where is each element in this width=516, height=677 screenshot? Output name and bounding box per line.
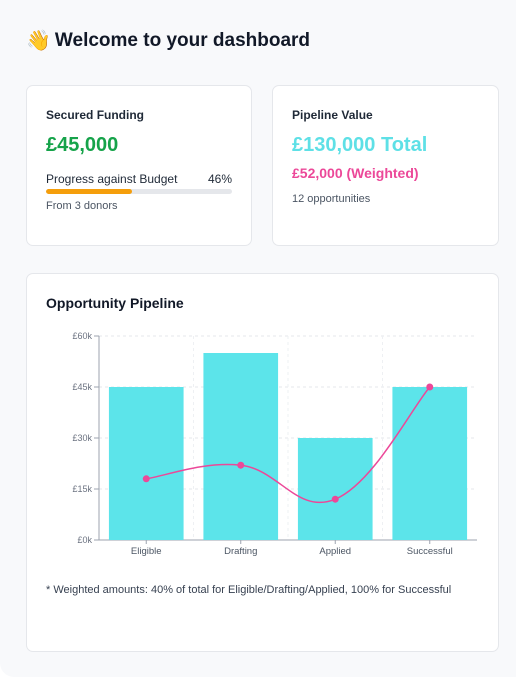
y-tick-label: £60k xyxy=(72,331,92,341)
secured-funding-label: Secured Funding xyxy=(46,108,145,122)
budget-progress-percent: 46% xyxy=(207,172,232,186)
bar-eligible xyxy=(108,387,184,540)
pipeline-value-card: Pipeline Value £130,000 Total £52,000 (W… xyxy=(272,85,499,246)
budget-progress-row: Progress against Budget 46% xyxy=(46,172,232,186)
x-tick-label: Eligible xyxy=(131,546,162,557)
budget-progress-fill xyxy=(46,189,132,194)
bar-successful xyxy=(392,387,468,540)
secured-funding-card: Secured Funding £45,000 Progress against… xyxy=(26,85,252,246)
chart-title: Opportunity Pipeline xyxy=(46,295,184,311)
waving-hand-icon: 👋 xyxy=(26,30,51,52)
page-title-text: Welcome to your dashboard xyxy=(54,30,311,51)
weighted-point-applied xyxy=(331,495,339,503)
bar-applied xyxy=(297,438,373,540)
pipeline-weighted-amount: £52,000 (Weighted) xyxy=(292,165,419,181)
y-tick-label: £0k xyxy=(77,535,92,545)
pipeline-total-amount: £130,000 Total xyxy=(292,134,428,156)
weighted-line xyxy=(146,386,431,504)
secured-funding-amount: £45,000 xyxy=(46,134,119,156)
y-tick-label: £15k xyxy=(72,484,92,494)
budget-progress-bar xyxy=(46,189,232,194)
y-tick-label: £45k xyxy=(72,382,92,392)
x-tick-label: Applied xyxy=(319,546,351,557)
donor-count-text: From 3 donors xyxy=(46,200,118,212)
y-tick-label: £30k xyxy=(72,433,92,443)
weighted-point-eligible xyxy=(142,475,150,483)
pipeline-value-label: Pipeline Value xyxy=(292,108,373,122)
weighted-point-drafting xyxy=(237,461,245,469)
opportunity-pipeline-card: Opportunity Pipeline £0k £15k £30k £45k £60k… xyxy=(26,273,499,652)
pipeline-chart: £0k £15k £30k £45k £60k Eligible Drafting Appli… xyxy=(72,331,477,557)
page-title: 👋 Welcome to your dashboard xyxy=(26,30,310,52)
budget-progress-label: Progress against Budget xyxy=(46,172,178,186)
bar-drafting xyxy=(203,353,279,540)
x-tick-label: Drafting xyxy=(224,546,257,557)
weighted-point-successful xyxy=(426,383,434,391)
opportunity-count-text: 12 opportunities xyxy=(292,193,371,205)
chart-footnote: * Weighted amounts: 40% of total for Eli… xyxy=(46,584,452,596)
x-tick-label: Successful xyxy=(407,546,453,557)
